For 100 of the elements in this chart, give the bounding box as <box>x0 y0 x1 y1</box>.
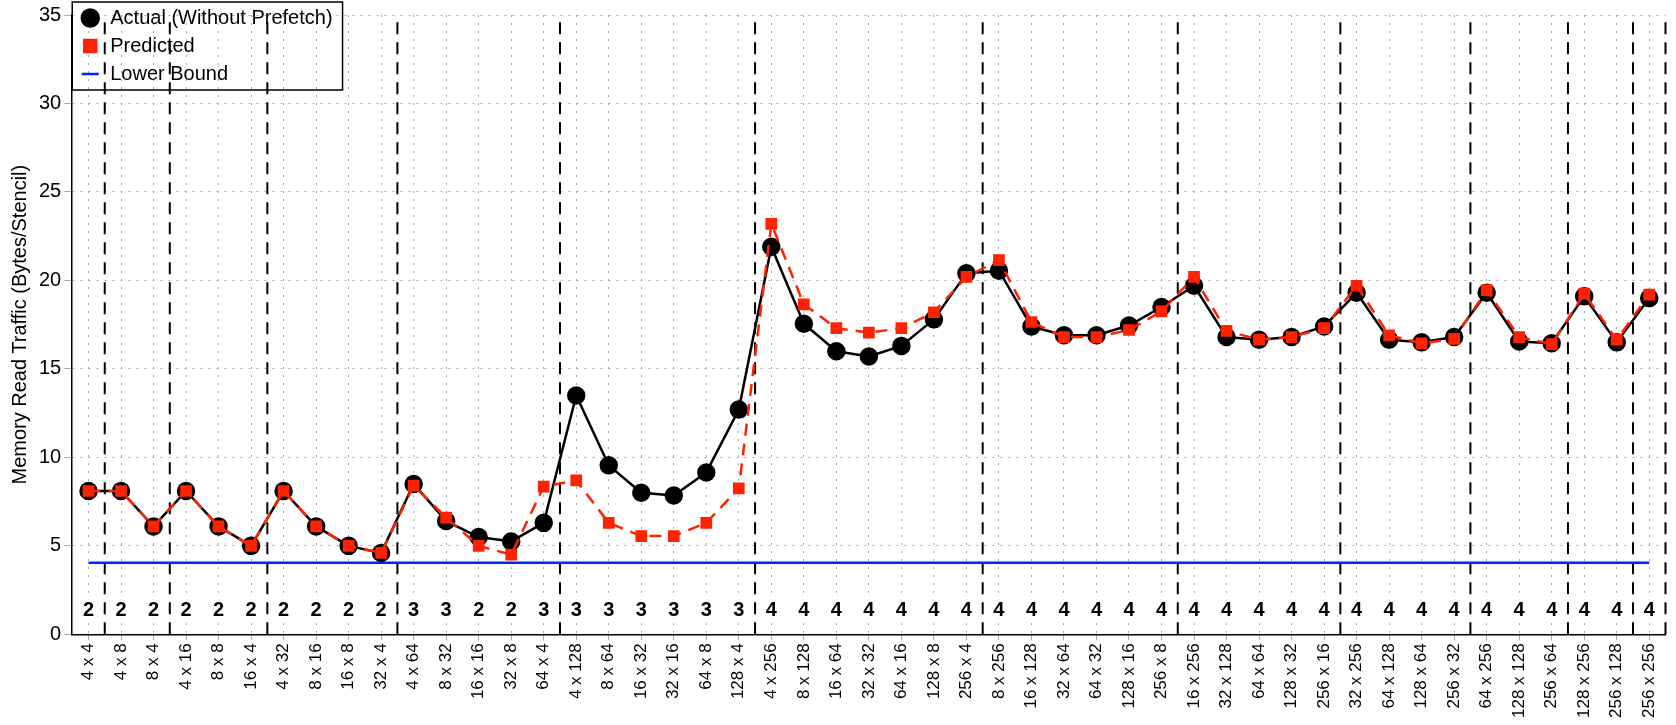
x-tick-label: 4 x 16 <box>175 643 195 690</box>
annotation: 4 <box>1611 597 1624 620</box>
annotation: 2 <box>278 597 290 620</box>
annotation: 2 <box>213 597 225 620</box>
annotation: 2 <box>310 597 322 620</box>
annotation: 4 <box>960 597 973 620</box>
y-tick-label: 5 <box>50 533 62 556</box>
annotation: 4 <box>1253 597 1266 620</box>
annotation: 4 <box>1286 597 1299 620</box>
annotation: 2 <box>375 597 387 620</box>
annotation: 4 <box>765 597 778 620</box>
annotation: 4 <box>1481 597 1494 620</box>
annotation: 4 <box>1220 597 1233 620</box>
x-tick-label: 128 x 64 <box>1411 643 1431 709</box>
x-tick-label: 64 x 8 <box>695 643 715 690</box>
annotation: 3 <box>700 597 712 620</box>
x-tick-label: 256 x 16 <box>1313 643 1333 709</box>
annotation: 4 <box>1188 597 1201 620</box>
x-tick-label: 128 x 16 <box>1118 643 1138 709</box>
x-tick-label: 4 x 64 <box>403 643 423 690</box>
annotation: 3 <box>538 597 550 620</box>
annotation: 4 <box>1578 597 1591 620</box>
annotation: 3 <box>733 597 745 620</box>
x-tick-label: 8 x 16 <box>305 643 325 690</box>
x-tick-label: 128 x 8 <box>923 643 943 700</box>
annotation: 4 <box>1090 597 1103 620</box>
x-tick-label: 64 x 4 <box>533 643 553 690</box>
annotation: 4 <box>1643 597 1656 620</box>
x-tick-label: 32 x 8 <box>500 643 520 690</box>
x-tick-label: 256 x 4 <box>956 643 976 700</box>
x-tick-label: 8 x 8 <box>208 643 228 681</box>
legend-label: Actual (Without Prefetch) <box>110 5 333 28</box>
annotation: 4 <box>1123 597 1136 620</box>
x-tick-label: 128 x 4 <box>728 643 748 700</box>
x-tick-label: 4 x 8 <box>110 643 130 681</box>
x-tick-label: 64 x 16 <box>891 643 911 700</box>
x-tick-label: 256 x 32 <box>1443 643 1463 709</box>
y-tick-label: 20 <box>39 267 62 290</box>
y-tick-label: 15 <box>39 356 62 379</box>
annotation: 2 <box>245 597 257 620</box>
x-tick-label: 8 x 64 <box>598 643 618 690</box>
x-tick-label: 4 x 4 <box>78 643 98 681</box>
x-tick-label: 8 x 128 <box>793 643 813 700</box>
annotation: 3 <box>635 597 647 620</box>
annotation: 2 <box>82 597 95 620</box>
y-tick-label: 0 <box>50 621 62 644</box>
annotation: 4 <box>1448 597 1461 620</box>
annotation: 3 <box>603 597 615 620</box>
x-tick-label: 8 x 4 <box>143 643 163 681</box>
annotation: 3 <box>440 597 452 620</box>
x-tick-label: 128 x 128 <box>1508 643 1528 719</box>
y-axis-title: Memory Read Traffic (Bytes/Stencil) <box>7 164 30 485</box>
annotation: 2 <box>180 597 192 620</box>
x-tick-label: 32 x 128 <box>1216 643 1236 709</box>
x-tick-label: 16 x 256 <box>1183 643 1203 709</box>
annotation: 4 <box>928 597 941 620</box>
annotation: 4 <box>1058 597 1071 620</box>
annotation: 4 <box>1383 597 1396 620</box>
annotation: 2 <box>343 597 355 620</box>
y-tick-label: 35 <box>39 2 62 25</box>
annotation: 2 <box>505 597 517 620</box>
annotation: 4 <box>798 597 811 620</box>
x-tick-label: 4 x 256 <box>761 643 781 700</box>
x-tick-label: 16 x 64 <box>826 643 846 700</box>
x-tick-label: 4 x 128 <box>565 643 585 700</box>
annotation: 2 <box>147 597 160 620</box>
annotation: 4 <box>1351 597 1364 620</box>
legend-label: Predicted <box>110 33 195 56</box>
annotation: 4 <box>1416 597 1429 620</box>
x-tick-label: 256 x 8 <box>1151 643 1171 700</box>
x-tick-label: 64 x 32 <box>1086 643 1106 700</box>
x-tick-label: 32 x 256 <box>1346 643 1366 709</box>
annotation: 4 <box>1513 597 1526 620</box>
x-tick-label: 16 x 128 <box>1021 643 1041 709</box>
annotation: 4 <box>993 597 1006 620</box>
annotation: 4 <box>1025 597 1038 620</box>
legend-label: Lower Bound <box>110 61 229 84</box>
x-tick-label: 8 x 32 <box>435 643 455 690</box>
x-tick-label: 256 x 64 <box>1541 643 1561 709</box>
x-tick-label: 64 x 256 <box>1476 643 1496 709</box>
annotation: 2 <box>473 597 485 620</box>
x-tick-label: 128 x 256 <box>1573 643 1593 719</box>
y-tick-label: 30 <box>39 90 62 113</box>
x-tick-label: 32 x 16 <box>663 643 683 700</box>
annotation: 4 <box>830 597 843 620</box>
annotation: 3 <box>668 597 680 620</box>
y-tick-label: 10 <box>39 444 62 467</box>
x-tick-label: 16 x 32 <box>630 643 650 700</box>
x-tick-label: 64 x 64 <box>1248 643 1268 700</box>
x-tick-label: 32 x 4 <box>370 643 390 690</box>
annotation: 4 <box>1318 597 1331 620</box>
annotation: 2 <box>115 597 127 620</box>
x-tick-label: 16 x 4 <box>240 643 260 690</box>
x-tick-label: 32 x 32 <box>858 643 878 700</box>
x-tick-label: 64 x 128 <box>1378 643 1398 709</box>
annotation: 4 <box>1546 597 1559 620</box>
x-tick-label: 32 x 64 <box>1053 643 1073 700</box>
y-tick-label: 25 <box>39 179 62 202</box>
x-tick-label: 8 x 256 <box>988 643 1008 700</box>
annotation: 3 <box>408 597 420 620</box>
